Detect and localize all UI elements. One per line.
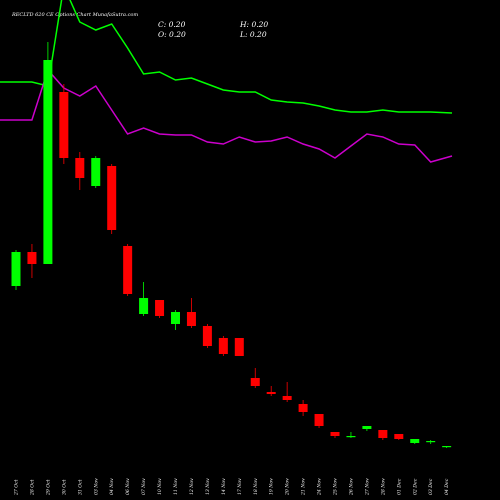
candle-body xyxy=(123,246,133,294)
candle-body xyxy=(186,312,196,326)
x-tick-label: 04 Nov xyxy=(109,478,115,495)
x-tick-label: 07 Nov xyxy=(141,478,147,495)
x-tick-label: 20 Nov xyxy=(285,478,291,496)
candle-19 xyxy=(298,400,308,416)
x-tick-label: 30 Oct xyxy=(61,479,67,495)
candle-23 xyxy=(362,426,372,431)
x-tick-label: 04 Dec xyxy=(444,478,450,495)
candle-body xyxy=(234,338,244,356)
candle-18 xyxy=(282,382,292,402)
x-tick-label: 29 Oct xyxy=(45,479,51,496)
x-tick-label: 18 Nov xyxy=(253,478,259,495)
candle-body xyxy=(218,338,228,354)
candle-body xyxy=(107,166,117,230)
candle-5 xyxy=(75,152,85,190)
candle-22 xyxy=(346,432,356,438)
candle-2 xyxy=(27,244,37,278)
x-tick-label: 03 Dec xyxy=(428,478,434,495)
candle-15 xyxy=(234,338,244,356)
x-tick-label: 31 Oct xyxy=(77,479,83,495)
x-tick-label: 26 Nov xyxy=(348,478,354,496)
candle-26 xyxy=(410,439,420,444)
candle-17 xyxy=(266,386,276,396)
x-tick-label: 06 Nov xyxy=(125,478,131,495)
candle-11 xyxy=(171,310,180,330)
candle-body xyxy=(330,432,340,436)
candle-25 xyxy=(394,434,404,440)
candle-28 xyxy=(442,446,452,448)
x-tick-label: 12 Nov xyxy=(189,478,195,495)
candle-body xyxy=(266,392,276,394)
close-readout: C: 0.20 xyxy=(158,20,186,29)
x-tick-label: 28 Oct xyxy=(30,479,36,496)
candle-body xyxy=(202,326,212,346)
x-tick-label: 21 Nov xyxy=(301,478,307,496)
candle-24 xyxy=(378,430,388,440)
candle-body xyxy=(139,298,149,314)
candle-body xyxy=(11,252,21,286)
candle-body xyxy=(314,414,324,426)
x-tick-label: 11 Nov xyxy=(173,478,179,495)
candle-body xyxy=(426,441,436,443)
candle-16 xyxy=(250,368,260,388)
chart-title: RECLTD 620 CE Options Chart MunafaSutra.… xyxy=(11,12,138,18)
candle-body xyxy=(362,426,372,429)
candle-14 xyxy=(218,336,228,356)
candle-body xyxy=(171,312,180,324)
overlay-lines xyxy=(0,0,453,163)
x-tick-label: 27 Nov xyxy=(364,478,370,496)
candle-3 xyxy=(43,42,53,264)
x-tick-label: 24 Nov xyxy=(317,478,323,496)
x-tick-label: 14 Nov xyxy=(221,478,227,495)
candle-21 xyxy=(330,432,340,438)
candle-1 xyxy=(11,250,21,290)
candle-6 xyxy=(91,156,101,188)
x-tick-label: 19 Nov xyxy=(269,478,275,495)
candle-4 xyxy=(59,84,69,164)
candle-12 xyxy=(186,298,196,328)
overlay-line-2 xyxy=(0,68,453,163)
low-readout: L: 0.20 xyxy=(239,30,267,39)
x-tick-label: 27 Oct xyxy=(14,479,20,496)
x-tick-label: 13 Nov xyxy=(205,478,211,495)
candle-7 xyxy=(107,164,117,234)
candle-body xyxy=(59,92,69,158)
candle-8 xyxy=(123,244,133,296)
x-tick-label: 02 Dec xyxy=(412,478,418,495)
candle-13 xyxy=(202,324,212,348)
x-tick-label: 01 Dec xyxy=(396,478,402,495)
candle-body xyxy=(91,158,101,186)
open-readout: O: 0.20 xyxy=(158,30,186,39)
high-readout: H: 0.20 xyxy=(239,20,268,29)
candle-body xyxy=(378,430,388,438)
candle-10 xyxy=(155,300,165,318)
candle-body xyxy=(250,378,260,386)
candle-body xyxy=(75,158,85,178)
candle-20 xyxy=(314,414,324,428)
candles xyxy=(11,42,452,448)
candle-body xyxy=(346,436,356,438)
candle-body xyxy=(394,434,404,439)
x-tick-label: 28 Nov xyxy=(380,478,386,496)
candle-body xyxy=(43,60,53,264)
candle-body xyxy=(410,439,420,443)
x-tick-label: 03 Nov xyxy=(93,478,99,495)
candle-body xyxy=(282,396,292,400)
x-tick-label: 25 Nov xyxy=(333,478,339,496)
overlay-line-1 xyxy=(0,0,453,114)
x-tick-label: 17 Nov xyxy=(237,478,243,495)
x-tick-label: 10 Nov xyxy=(157,478,163,495)
candle-body xyxy=(27,252,37,264)
candle-body xyxy=(298,404,308,412)
x-axis-ticks: 27 Oct 28 Oct 29 Oct 30 Oct 31 Oct 03 Nov 04 N… xyxy=(14,478,451,496)
candle-27 xyxy=(426,440,436,444)
candle-body xyxy=(155,300,165,316)
candle-9 xyxy=(139,282,149,316)
candle-body xyxy=(442,446,452,448)
